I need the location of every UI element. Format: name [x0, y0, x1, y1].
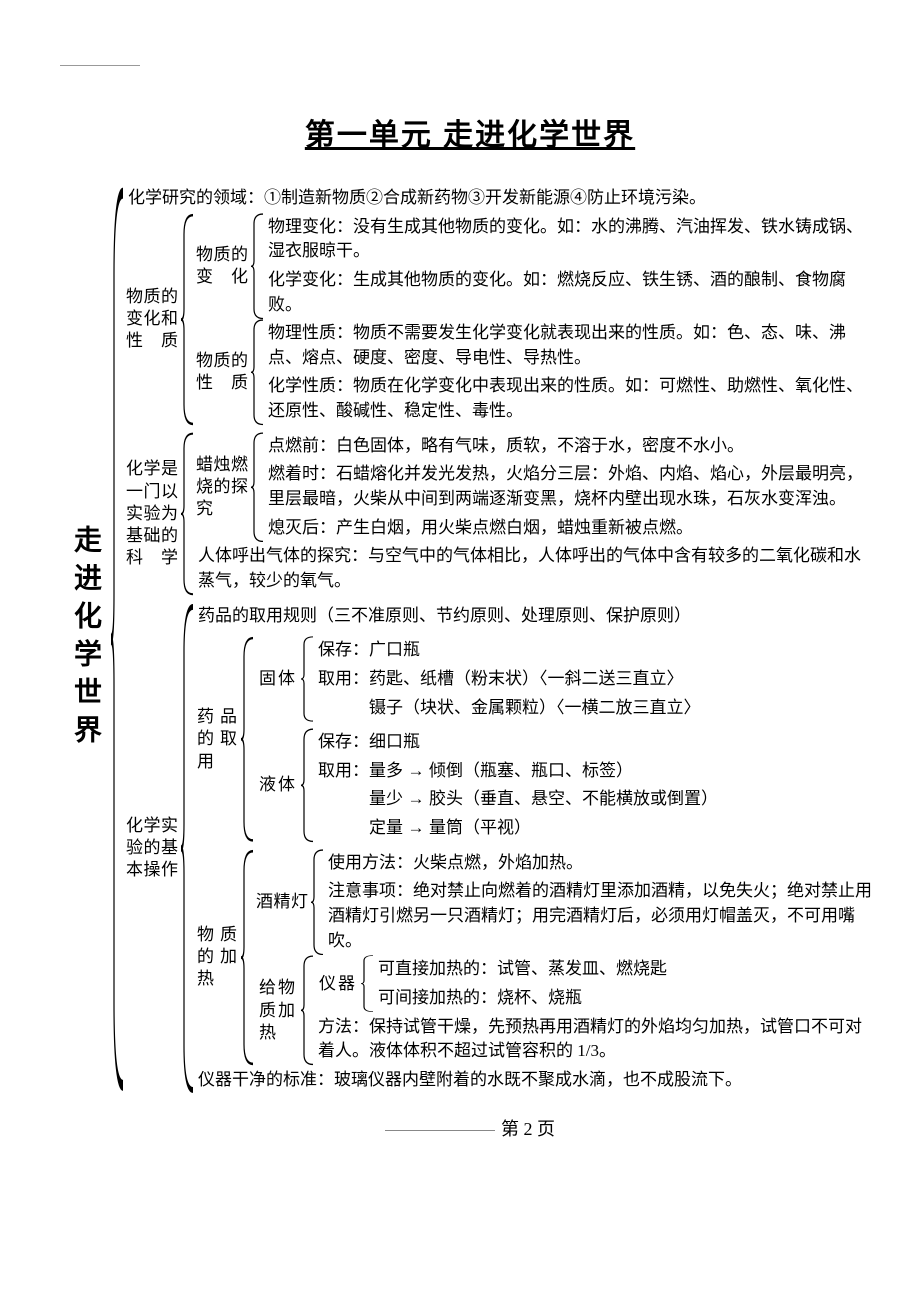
arrow-icon: →	[403, 759, 429, 784]
s1b1-l1: 物理变化：没有生成其他物质的变化。如：水的沸腾、汽油挥发、铁水铸成锅、湿衣服晾干…	[264, 213, 880, 266]
section-3: 化学实验的基本操作 药品的取用规则（三不准原则、节约原则、处理原则、保护原则） …	[124, 602, 880, 1095]
liquid-l2b-head: 量少	[369, 789, 403, 808]
liquid-l2c: 定量→量筒（平视）	[314, 814, 880, 843]
brace-s1b1	[250, 213, 264, 320]
liquid-label: 液体	[254, 728, 300, 843]
tree-root-row: 走进化学世界 化学研究的领域：①制造新物质②合成新药物③开发新能源④防止环境污染…	[60, 184, 880, 1095]
solid-l1: 保存：广口瓶	[314, 636, 880, 665]
section-2: 化学是一门以实验为基础的科学 蜡烛燃烧的探究 点燃前：白色固体，略有气味，质软，…	[124, 432, 880, 596]
solid-l2a: 取用：药匙、纸槽（粉末状）〈一斜二送三直立〉	[314, 665, 880, 694]
heat-method: 方法：保持试管干燥，先预热再用酒精灯的外焰均匀加热，试管口不可对着人。液体体积不…	[314, 1013, 880, 1066]
s2-l2: 人体呼出气体的探究：与空气中的气体相比，人体呼出的气体中含有较多的二氧化碳和水蒸…	[194, 542, 880, 595]
liquid-l1: 保存：细口瓶	[314, 728, 880, 757]
lamp-l1: 使用方法：火柴点燃，外焰加热。	[324, 849, 880, 878]
s2b1-label: 蜡烛燃烧的探究	[194, 432, 250, 543]
brace-s2b1	[250, 432, 264, 543]
brace-s1	[180, 213, 194, 426]
lamp-l2: 注意事项：绝对禁止向燃着的酒精灯里添加酒精，以免失火；绝对禁止用酒精灯引燃另一只…	[324, 877, 880, 955]
heat-label: 给物质加热	[254, 955, 300, 1066]
page-title: 第一单元 走进化学世界	[60, 110, 880, 154]
brace-s3b2	[240, 849, 254, 1066]
s2-label: 化学是一门以实验为基础的科学	[124, 432, 180, 596]
intro-line: 化学研究的领域：①制造新物质②合成新药物③开发新能源④防止环境污染。	[124, 184, 880, 213]
header-rule	[60, 65, 140, 66]
liquid-l2b-tail: 胶头（垂直、悬空、不能横放或倒置）	[429, 789, 718, 808]
s1-label: 物质的变化和性质	[124, 213, 180, 426]
liquid-l2a-head: 取用：量多	[318, 761, 403, 780]
brace-s1b2	[250, 319, 264, 426]
brace-s3	[180, 602, 194, 1095]
liquid-l2b: 量少→胶头（垂直、悬空、不能横放或倒置）	[314, 785, 880, 814]
brace-s3b1	[240, 636, 254, 842]
section-1: 物质的变化和性质 物质的变化 物理变化：没有生成其他物质的变化。如：水的沸腾、汽…	[124, 213, 880, 426]
s1b1-label: 物质的变化	[194, 213, 250, 320]
liquid-l2c-head: 定量	[369, 818, 403, 837]
brace-heat	[300, 955, 314, 1066]
arrow-icon: →	[403, 816, 429, 841]
brace-inst	[360, 955, 374, 1012]
brace-liquid	[300, 728, 314, 843]
s1b2-l2: 化学性质：物质在化学变化中表现出来的性质。如：可燃性、助燃性、氧化性、还原性、酸…	[264, 372, 880, 425]
liquid-l2c-tail: 量筒（平视）	[429, 818, 531, 837]
brace-root	[110, 184, 124, 1095]
lamp-label: 酒精灯	[254, 849, 310, 956]
page-number: 第 2 页	[501, 1119, 555, 1139]
solid-label: 固体	[254, 636, 300, 722]
s3b2-label: 物质的加热	[194, 849, 240, 1066]
inst-label: 仪器	[314, 955, 360, 1012]
footer-rule	[385, 1130, 495, 1131]
s2b1-l2: 燃着时：石蜡熔化并发光发热，火焰分三层：外焰、内焰、焰心，外层最明亮，里层最暗，…	[264, 460, 880, 513]
solid-l2b: 镊子（块状、金属颗粒）〈一横二放三直立〉	[314, 694, 880, 723]
brace-solid	[300, 636, 314, 722]
s1b2-label: 物质的性质	[194, 319, 250, 426]
liquid-l2a: 取用：量多→倾倒（瓶塞、瓶口、标签）	[314, 757, 880, 786]
brace-lamp	[310, 849, 324, 956]
s2b1-l1: 点燃前：白色固体，略有气味，质软，不溶于水，密度不水小。	[264, 432, 880, 461]
brace-s2	[180, 432, 194, 596]
inst-l1: 可直接加热的：试管、蒸发皿、燃烧匙	[374, 955, 880, 984]
s2b1-l3: 熄灭后：产生白烟，用火柴点燃白烟，蜡烛重新被点燃。	[264, 514, 880, 543]
liquid-l2a-tail: 倾倒（瓶塞、瓶口、标签）	[429, 761, 633, 780]
s3-l1: 药品的取用规则（三不准原则、节约原则、处理原则、保护原则）	[194, 602, 880, 631]
s3-label: 化学实验的基本操作	[124, 602, 180, 1095]
root-label: 走进化学世界	[60, 184, 110, 1095]
s1b1-l2: 化学变化：生成其他物质的变化。如：燃烧反应、铁生锈、酒的酿制、食物腐败。	[264, 266, 880, 319]
inst-l2: 可间接加热的：烧杯、烧瓶	[374, 984, 880, 1013]
s3b1-label: 药品的取用	[194, 636, 240, 842]
s3-l3: 仪器干净的标准：玻璃仪器内壁附着的水既不聚成水滴，也不成股流下。	[194, 1066, 880, 1095]
page-footer: 第 2 页	[60, 1115, 880, 1141]
s1b2-l1: 物理性质：物质不需要发生化学变化就表现出来的性质。如：色、态、味、沸点、熔点、硬…	[264, 319, 880, 372]
arrow-icon: →	[403, 787, 429, 812]
